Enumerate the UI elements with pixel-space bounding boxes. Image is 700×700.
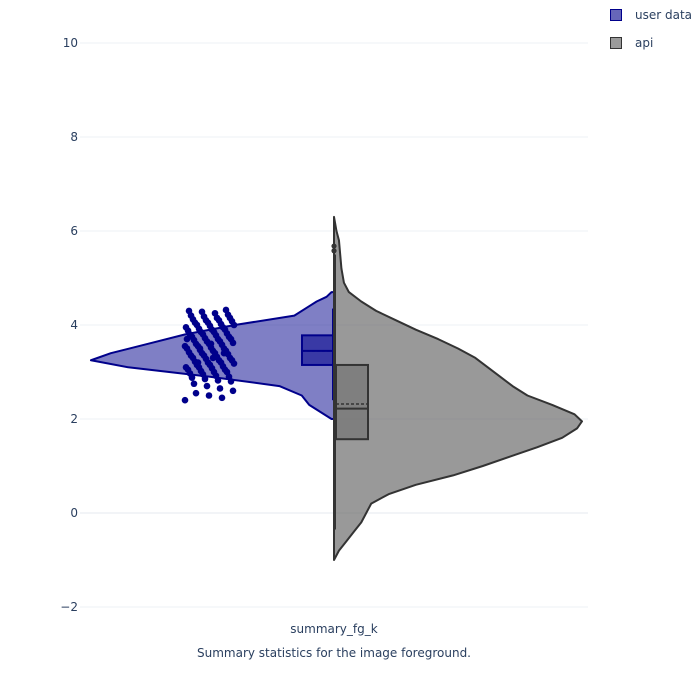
y-tick-label: 6 <box>70 224 78 238</box>
data-point <box>220 349 228 357</box>
y-tick-label: 2 <box>70 412 78 426</box>
outlier-point <box>331 248 337 254</box>
data-point <box>181 342 189 350</box>
y-axis-ticks: −2 0 2 4 6 8 10 <box>60 36 78 614</box>
data-point <box>216 385 224 392</box>
y-tick-label: −2 <box>60 600 78 614</box>
violins <box>89 215 583 561</box>
y-tick-label: 4 <box>70 318 78 332</box>
data-point <box>207 340 215 348</box>
violin-api <box>333 215 583 561</box>
data-point <box>192 389 200 397</box>
y-tick-label: 8 <box>70 130 78 144</box>
box-api <box>335 363 369 441</box>
data-point <box>218 394 226 402</box>
legend-item-api[interactable]: api <box>610 34 692 51</box>
legend: user data api <box>610 6 692 62</box>
legend-label-user-data: user data <box>635 7 693 22</box>
data-point <box>182 364 190 371</box>
data-point <box>209 354 217 362</box>
outlier-point <box>331 243 337 249</box>
data-point <box>194 359 202 366</box>
data-point <box>229 387 237 395</box>
data-point <box>183 335 191 343</box>
legend-item-user-data[interactable]: user data <box>610 6 692 23</box>
legend-swatch-user-data <box>610 8 622 21</box>
x-axis-title: Summary statistics for the image foregro… <box>196 646 471 660</box>
data-point <box>222 306 230 314</box>
x-tick-label: summary_fg_k <box>290 622 377 636</box>
data-point <box>185 307 193 315</box>
data-point <box>196 345 204 352</box>
data-point <box>190 380 198 388</box>
data-point <box>205 392 213 399</box>
data-point <box>181 396 189 404</box>
data-point <box>182 324 190 331</box>
data-point <box>211 309 219 317</box>
data-point <box>198 308 206 316</box>
legend-swatch-api <box>610 36 622 49</box>
y-tick-label: 0 <box>70 506 78 520</box>
y-tick-label: 10 <box>63 36 78 50</box>
legend-label-api: api <box>635 35 654 50</box>
data-point <box>203 382 211 390</box>
